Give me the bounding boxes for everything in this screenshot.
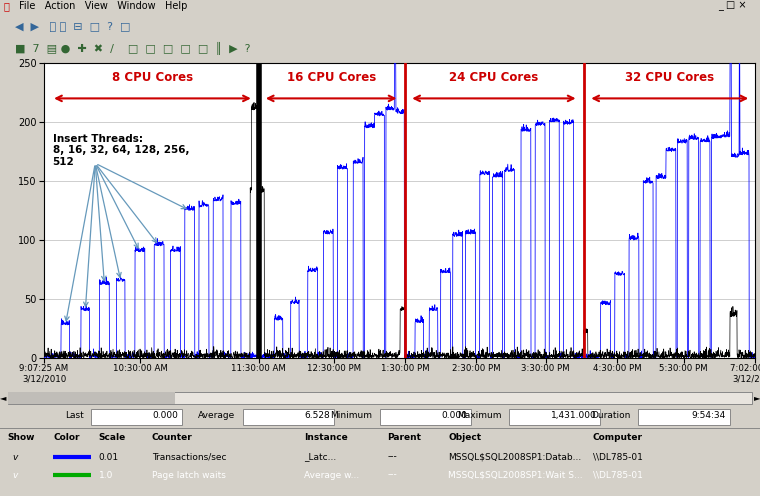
Text: Color: Color bbox=[53, 433, 80, 441]
Bar bbox=[380, 409, 471, 425]
Text: 24 CPU Cores: 24 CPU Cores bbox=[449, 70, 539, 84]
Bar bbox=[8, 392, 752, 404]
Bar bbox=[638, 409, 730, 425]
Text: Counter: Counter bbox=[152, 433, 193, 441]
Text: Maximum: Maximum bbox=[457, 411, 502, 421]
Text: 1.0: 1.0 bbox=[99, 471, 113, 480]
Text: Average w...: Average w... bbox=[304, 471, 359, 480]
Bar bbox=[8, 392, 175, 404]
Text: Object: Object bbox=[448, 433, 482, 441]
Text: _Latc...: _Latc... bbox=[304, 452, 336, 461]
Text: ◀  ▶   📄 📋  ⊟  □  ?  □: ◀ ▶ 📄 📋 ⊟ □ ? □ bbox=[15, 21, 131, 31]
Bar bbox=[243, 409, 334, 425]
Text: Scale: Scale bbox=[99, 433, 126, 441]
Text: MSSQL$SQL2008SP1:Datab...: MSSQL$SQL2008SP1:Datab... bbox=[448, 452, 581, 461]
Text: ►: ► bbox=[753, 393, 760, 402]
Text: 16 CPU Cores: 16 CPU Cores bbox=[287, 70, 375, 84]
Text: Minimum: Minimum bbox=[331, 411, 372, 421]
Text: Last: Last bbox=[65, 411, 84, 421]
Text: Transactions/sec: Transactions/sec bbox=[152, 452, 226, 461]
Text: 0.000: 0.000 bbox=[153, 411, 179, 421]
Text: Average: Average bbox=[198, 411, 236, 421]
Text: ■  7  ▤ ●  ✚  ✖  /    □  □  □  □  □  ║  ▶  ?: ■ 7 ▤ ● ✚ ✖ / □ □ □ □ □ ║ ▶ ? bbox=[15, 42, 251, 55]
Text: Duration: Duration bbox=[591, 411, 631, 421]
Text: 0.000: 0.000 bbox=[442, 411, 467, 421]
Text: 0.01: 0.01 bbox=[99, 452, 119, 461]
Text: Ⓝ: Ⓝ bbox=[3, 1, 9, 11]
Text: ◄: ◄ bbox=[0, 393, 7, 402]
Text: File   Action   View   Window   Help: File Action View Window Help bbox=[19, 1, 188, 11]
Bar bbox=[509, 409, 600, 425]
Text: \\DL785-01: \\DL785-01 bbox=[593, 452, 643, 461]
Text: v: v bbox=[12, 452, 18, 461]
Text: _ □ ×: _ □ × bbox=[717, 1, 746, 11]
Text: ---: --- bbox=[388, 452, 397, 461]
Text: Insert Threads:
8, 16, 32, 64, 128, 256,
512: Insert Threads: 8, 16, 32, 64, 128, 256,… bbox=[52, 134, 189, 167]
Text: 6.528: 6.528 bbox=[305, 411, 331, 421]
Text: 32 CPU Cores: 32 CPU Cores bbox=[625, 70, 714, 84]
Text: 8 CPU Cores: 8 CPU Cores bbox=[112, 70, 193, 84]
Text: Computer: Computer bbox=[593, 433, 643, 441]
Text: Page latch waits: Page latch waits bbox=[152, 471, 226, 480]
Text: Show: Show bbox=[8, 433, 35, 441]
Text: Instance: Instance bbox=[304, 433, 348, 441]
Text: MSSQL$SQL2008SP1:Wait S...: MSSQL$SQL2008SP1:Wait S... bbox=[448, 471, 583, 480]
Text: \\DL785-01: \\DL785-01 bbox=[593, 471, 643, 480]
Bar bbox=[91, 409, 182, 425]
Text: Parent: Parent bbox=[388, 433, 422, 441]
Text: ---: --- bbox=[388, 471, 397, 480]
Text: 9:54:34: 9:54:34 bbox=[692, 411, 726, 421]
Text: 1,431.000: 1,431.000 bbox=[551, 411, 597, 421]
Text: v: v bbox=[12, 471, 18, 480]
